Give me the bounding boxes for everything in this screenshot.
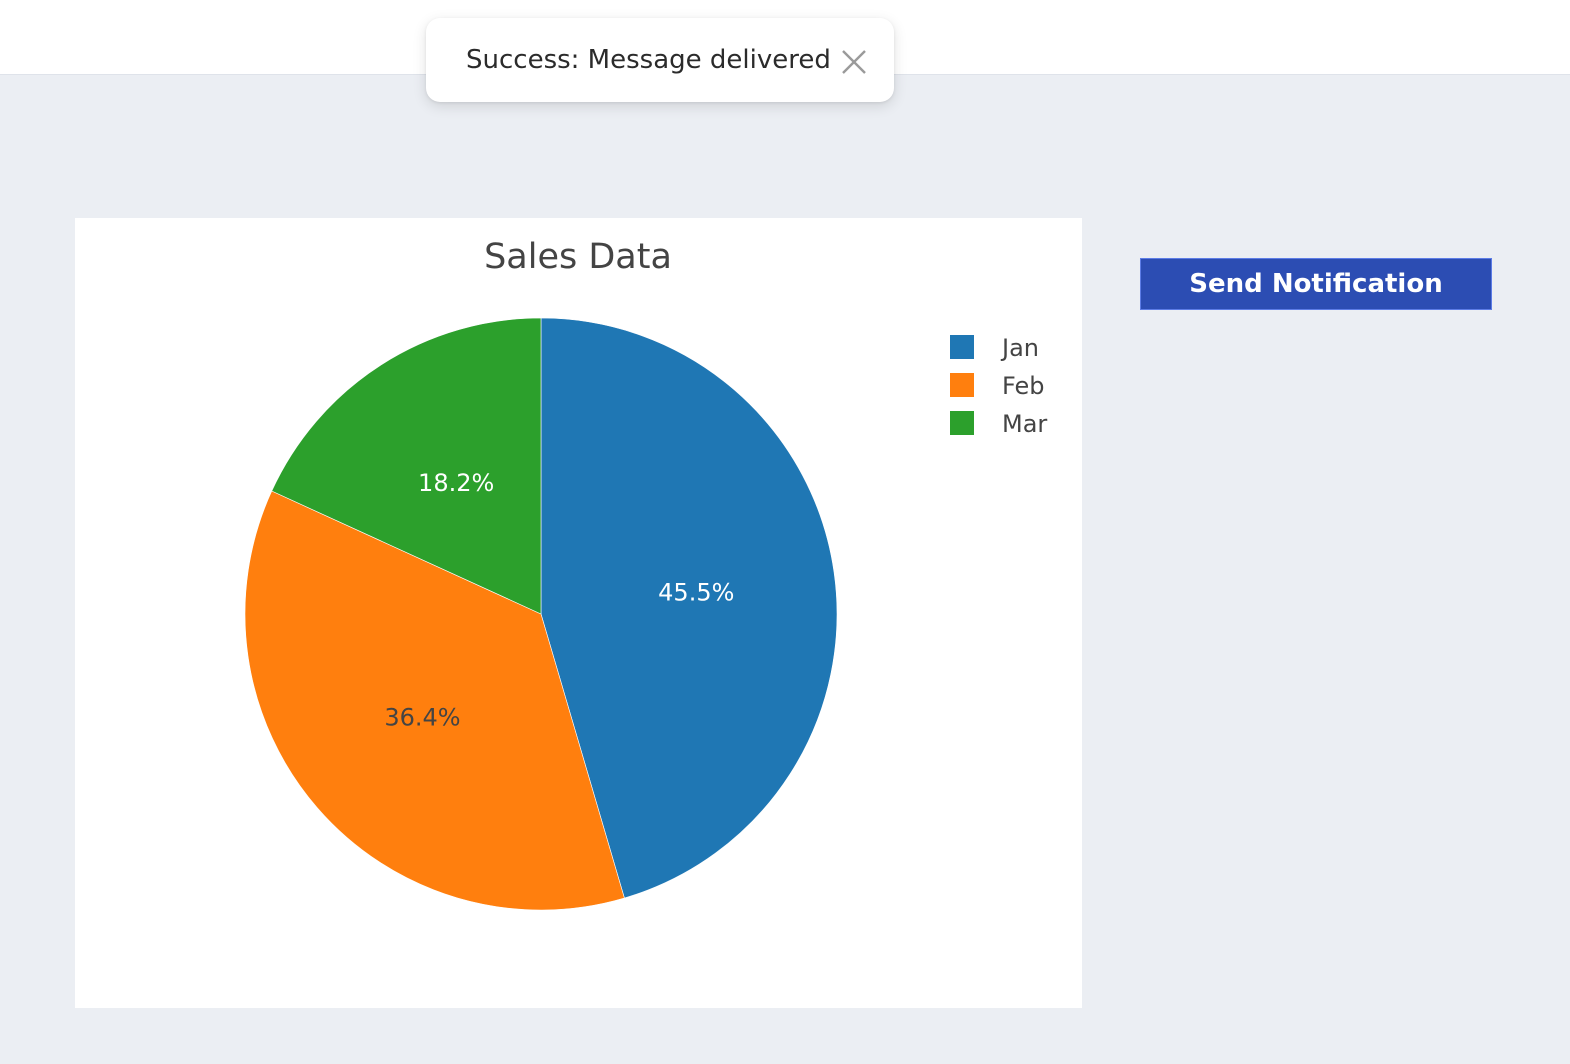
legend-item-feb[interactable]: Feb — [950, 372, 1045, 400]
toast-message: Success: Message delivered — [466, 45, 831, 75]
legend-label-mar: Mar — [1002, 410, 1047, 438]
pie-label-mar: 18.2% — [418, 469, 494, 497]
success-toast: Success: Message delivered — [426, 18, 894, 102]
pie-label-feb: 36.4% — [384, 704, 460, 732]
pie-label-jan: 45.5% — [658, 579, 734, 607]
pie-slice-feb[interactable] — [244, 490, 625, 911]
legend-label-feb: Feb — [1002, 372, 1045, 400]
pie-slice-mar[interactable] — [271, 317, 542, 615]
legend-swatch-jan — [950, 335, 974, 359]
chart-title: Sales Data — [484, 237, 672, 277]
close-icon[interactable] — [834, 42, 874, 82]
legend-swatch-feb — [950, 373, 974, 397]
pie-slice-labels: 45.5% 36.4% 18.2% — [384, 469, 734, 732]
send-notification-button[interactable]: Send Notification — [1140, 258, 1492, 310]
legend-item-jan[interactable]: Jan — [950, 334, 1039, 362]
legend-swatch-mar — [950, 411, 974, 435]
pie-chart-card: Sales Data 45.5% 36.4% 18.2% Jan Feb Mar — [75, 218, 1082, 1008]
legend-label-jan: Jan — [1000, 334, 1039, 362]
pie-slices — [244, 317, 838, 911]
legend-item-mar[interactable]: Mar — [950, 410, 1047, 438]
chart-legend: Jan Feb Mar — [950, 334, 1047, 438]
pie-chart: Sales Data 45.5% 36.4% 18.2% Jan Feb Mar — [244, 237, 1047, 911]
pie-slice-jan[interactable] — [540, 317, 838, 899]
